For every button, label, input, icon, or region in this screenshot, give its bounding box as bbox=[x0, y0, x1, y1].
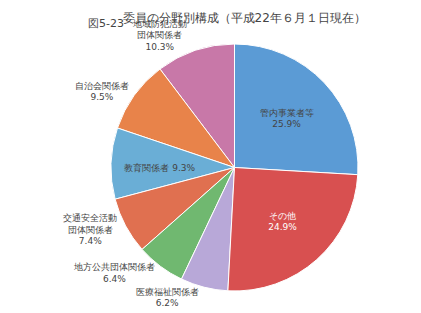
svg-text:地方公共団体関係者6.4%: 地方公共団体関係者6.4% bbox=[73, 262, 155, 284]
svg-text:地域防犯活動団体関係者10.3%: 地域防犯活動団体関係者10.3% bbox=[132, 19, 187, 52]
svg-text:図5-23: 図5-23 bbox=[88, 17, 124, 30]
svg-text:医療福祉関係者6.2%: 医療福祉関係者6.2% bbox=[136, 287, 199, 309]
svg-text:自治会関係者9.5%: 自治会関係者9.5% bbox=[75, 81, 129, 103]
svg-text:管内事業者等25.9%: 管内事業者等25.9% bbox=[260, 108, 314, 130]
svg-text:委員の分野別構成（平成22年６月１日現在）: 委員の分野別構成（平成22年６月１日現在） bbox=[123, 11, 366, 25]
svg-text:教育関係者 9.3%: 教育関係者 9.3% bbox=[124, 163, 195, 173]
svg-text:その他24.9%: その他24.9% bbox=[268, 211, 297, 233]
svg-text:交通安全活動団体関係者7.4%: 交通安全活動団体関係者7.4% bbox=[63, 213, 117, 246]
